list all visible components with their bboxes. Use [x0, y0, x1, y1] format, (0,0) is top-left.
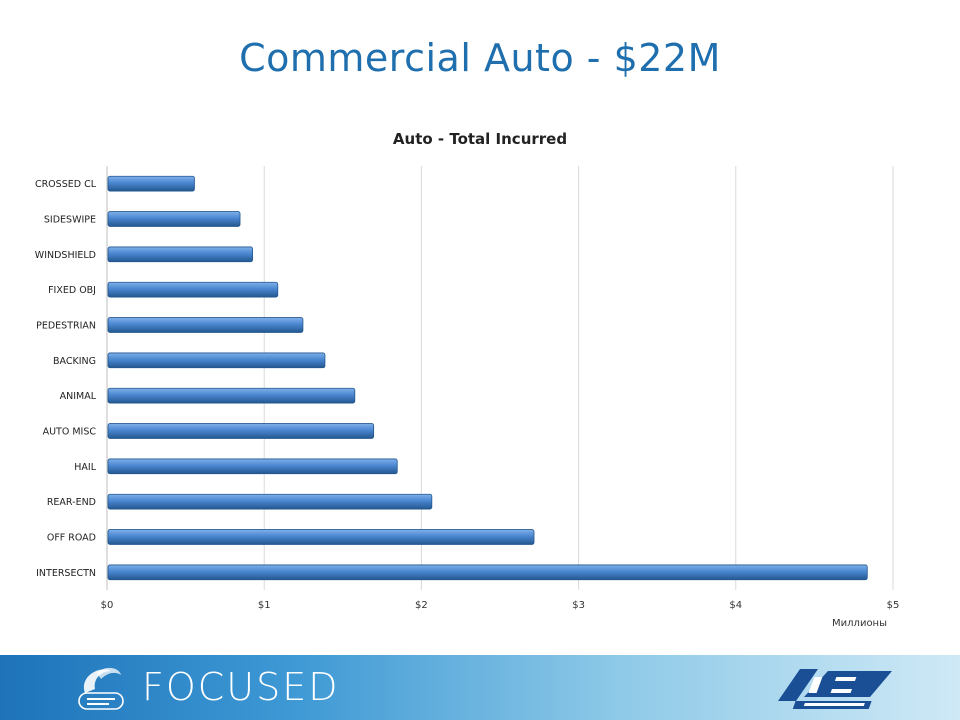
footer-banner: FOCUSED [0, 655, 960, 720]
bar [107, 529, 535, 545]
bar [107, 423, 375, 439]
x-tick-label: $5 [887, 600, 900, 611]
x-tick-label: $3 [572, 600, 585, 611]
bar-chart: Auto - Total Incurred CROSSED CL SIDESWIP… [35, 130, 900, 629]
emc-insurance-logo [778, 669, 892, 709]
bar [107, 246, 254, 263]
bar [107, 352, 326, 369]
x-tick-label: $4 [729, 600, 742, 611]
x-tick-label: $2 [415, 600, 428, 611]
y-category-label: HAIL [74, 462, 96, 473]
y-category-label: REAR-END [47, 497, 96, 508]
bar [107, 175, 195, 192]
y-category-label: WINDSHIELD [35, 250, 96, 261]
bar [107, 387, 356, 404]
bar [107, 564, 868, 581]
bar [107, 281, 279, 298]
y-category-label: OFF ROAD [47, 533, 96, 544]
y-category-label: AUTO MISC [43, 427, 97, 438]
chart-title: Auto - Total Incurred [393, 130, 567, 148]
axis-unit-label: Миллионы [832, 618, 887, 629]
x-tick-label: $0 [101, 600, 114, 611]
x-tick-label: $1 [258, 600, 271, 611]
trusted-choice-logo [78, 667, 124, 710]
y-category-label: BACKING [53, 356, 96, 367]
slide-title: Commercial Auto - $22M [239, 36, 721, 80]
y-category-label: PEDESTRIAN [36, 321, 96, 332]
footer-tagline: FOCUSED [142, 665, 340, 709]
y-category-label: INTERSECTN [36, 568, 96, 579]
bar [107, 317, 304, 333]
y-category-label: FIXED OBJ [48, 285, 96, 296]
bar [107, 458, 398, 475]
bar [107, 211, 241, 227]
y-category-label: CROSSED CL [35, 179, 97, 190]
y-category-label: ANIMAL [60, 391, 97, 402]
y-category-label: SIDESWIPE [44, 215, 96, 226]
bar [107, 493, 433, 510]
